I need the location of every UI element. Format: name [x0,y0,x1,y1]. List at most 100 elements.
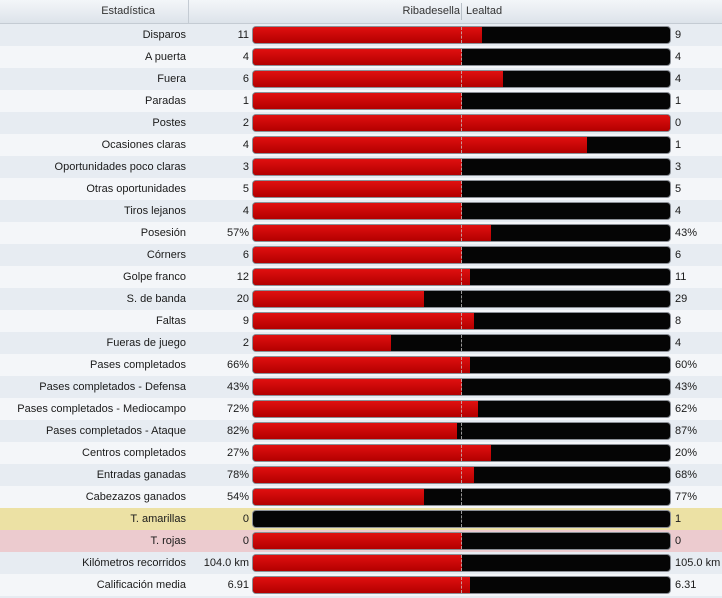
midline-marker [461,533,462,549]
away-value: 6 [675,249,682,261]
home-share-fill [253,93,462,109]
home-value: 0 [242,513,249,525]
comparison-bar [253,181,670,197]
stat-label: Fuera [157,73,186,85]
away-value: 8 [675,315,682,327]
stat-label: T. amarillas [130,513,186,525]
away-value: 68% [675,469,698,481]
stat-label: Pases completados - Defensa [39,381,186,393]
midline-marker [461,93,462,109]
home-value: 4 [242,205,249,217]
comparison-bar [253,71,670,87]
comparison-bar [253,533,670,549]
midline-marker [461,203,462,219]
away-value: 0 [675,117,682,129]
home-value: 1 [242,95,249,107]
stat-label: Entradas ganadas [96,469,186,481]
home-value: 12 [236,271,249,283]
away-value: 3 [675,161,682,173]
comparison-bar [253,335,670,351]
home-share-fill [253,137,587,153]
statistic-column-header[interactable]: Estadística [0,0,189,23]
home-value: 3 [242,161,249,173]
comparison-bar [253,445,670,461]
comparison-bar [253,269,670,285]
home-value: 11 [237,29,249,41]
stat-row: A puerta 4 4 [0,46,722,68]
home-share-fill [253,401,478,417]
stat-label: Cabezazos ganados [85,491,186,503]
midline-marker [461,269,462,285]
comparison-bar [253,291,670,307]
stat-row: Tiros lejanos 4 4 [0,200,722,222]
midline-marker [461,423,462,439]
away-value: 60% [675,359,698,371]
away-value: 105.0 km [675,557,721,569]
stat-label: Centros completados [82,447,186,459]
stat-row: Pases completados - Ataque 82% 87% [0,420,722,442]
midline-marker [461,489,462,505]
stat-label: Fueras de juego [106,337,187,349]
stat-row: T. amarillas 0 1 [0,508,722,530]
stat-label: Oportunidades poco claras [54,161,186,173]
stat-label: Otras oportunidades [86,183,186,195]
midline-marker [461,27,462,43]
midline-marker [461,115,462,131]
away-value: 5 [675,183,682,195]
stat-row: Disparos 11 9 [0,24,722,46]
away-value: 1 [675,513,682,525]
home-share-fill [253,423,457,439]
stat-label: Pases completados - Ataque [45,425,186,437]
comparison-bar [253,511,670,527]
away-value: 11 [675,271,687,283]
home-value: 20 [236,293,249,305]
home-share-fill [253,555,462,571]
home-share-fill [253,467,474,483]
midline-marker [461,71,462,87]
stats-table: Disparos 11 9 A puerta 4 4 Fuera 6 4 Paradas 1 1 Pos… [0,24,722,596]
home-value: 0 [242,535,249,547]
midline-marker [461,137,462,153]
stat-row: Otras oportunidades 5 5 [0,178,722,200]
midline-marker [461,225,462,241]
stat-label: Faltas [156,315,186,327]
comparison-bar [253,467,670,483]
home-share-fill [253,159,462,175]
midline-marker [461,335,462,351]
away-value: 77% [675,491,698,503]
home-value: 78% [226,469,249,481]
home-share-fill [253,225,491,241]
stat-row: Centros completados 27% 20% [0,442,722,464]
home-value: 27% [226,447,249,459]
home-share-fill [253,27,482,43]
stat-row: Fueras de juego 2 4 [0,332,722,354]
midline-marker [461,467,462,483]
stat-label: Pases completados - Mediocampo [17,403,186,415]
midline-marker [461,181,462,197]
comparison-bar [253,225,670,241]
comparison-bar [253,49,670,65]
home-share-fill [253,577,470,593]
stat-label: Tiros lejanos [124,205,186,217]
stat-label: Kilómetros recorridos [82,557,186,569]
stat-label: A puerta [145,51,186,63]
midline-marker [461,313,462,329]
home-value: 9 [242,315,249,327]
home-value: 6 [242,249,249,261]
stat-row: Fuera 6 4 [0,68,722,90]
home-share-fill [253,335,391,351]
stat-row: Posesión 57% 43% [0,222,722,244]
comparison-bar [253,137,670,153]
midline-marker [461,159,462,175]
away-value: 0 [675,535,682,547]
away-team-header: Lealtad [466,5,503,17]
home-share-fill [253,313,474,329]
stat-row: Pases completados - Mediocampo 72% 62% [0,398,722,420]
midline-marker [461,577,462,593]
home-value: 4 [242,139,249,151]
stat-row: Faltas 9 8 [0,310,722,332]
midline-marker [461,247,462,263]
header-divider [461,3,462,20]
stat-label: Paradas [145,95,186,107]
home-team-header: Ribadesella [402,5,460,17]
